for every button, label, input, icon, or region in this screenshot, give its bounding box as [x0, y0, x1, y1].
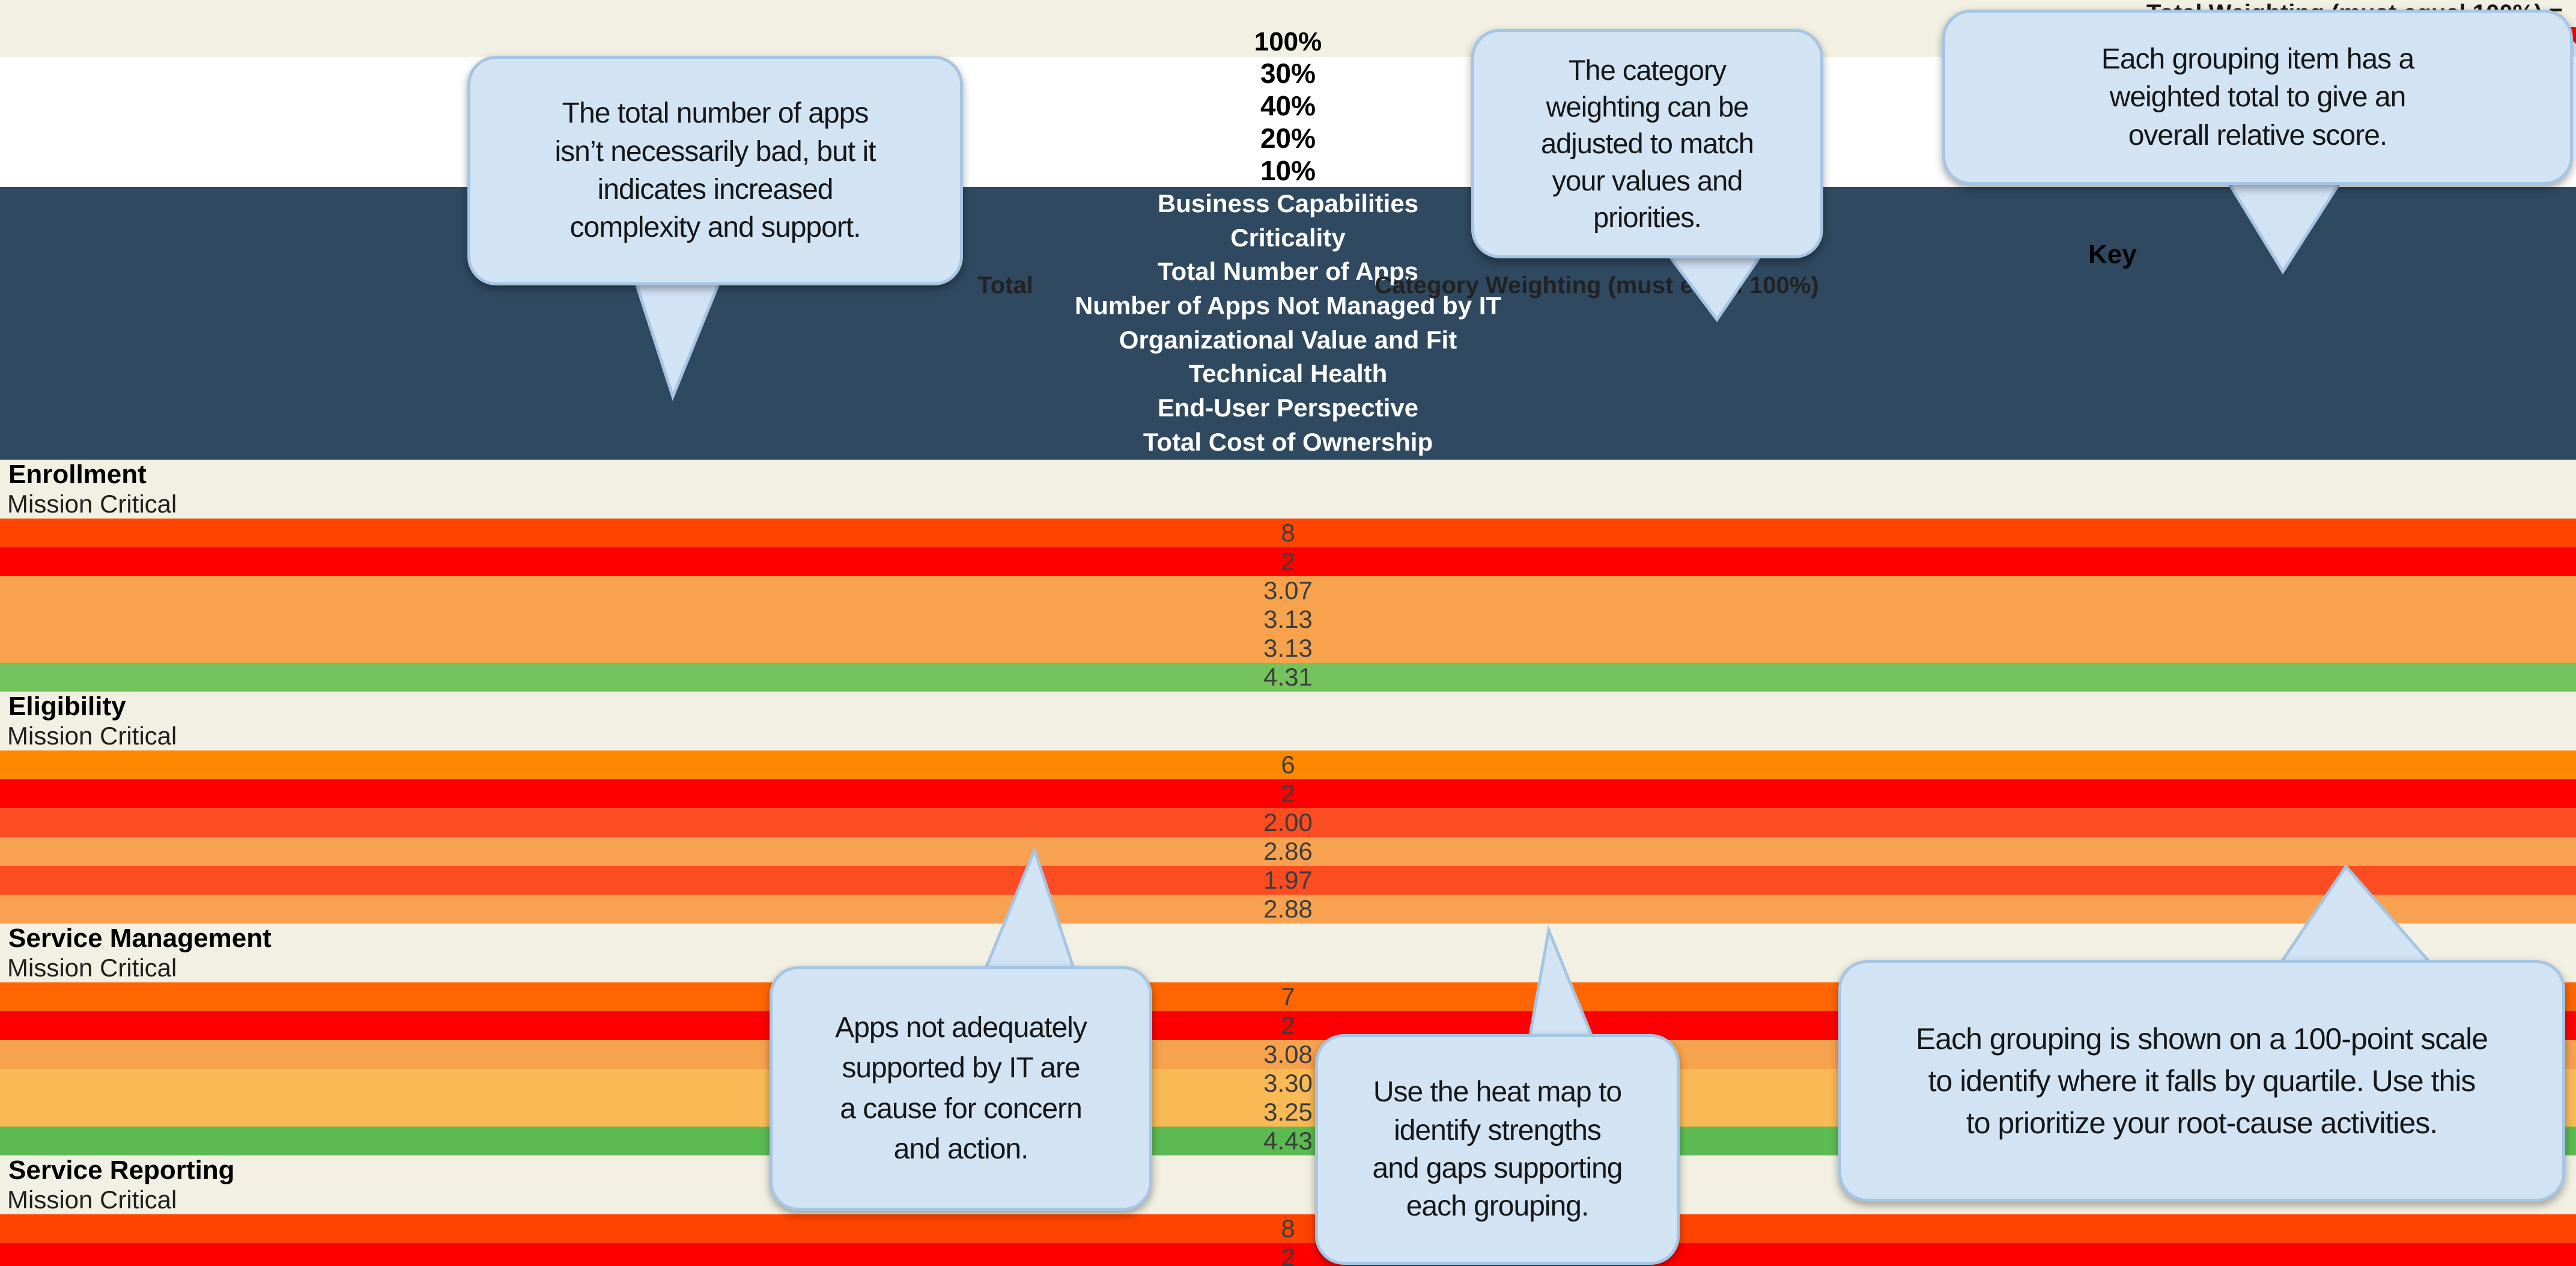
header-end-user-perspective: End-User Perspective: [0, 391, 2576, 425]
callout-line: indicates increased: [597, 174, 834, 205]
callout-line: to identify where it falls by quartile. …: [1928, 1064, 2476, 1098]
callout-line: a cause for concern: [840, 1092, 1083, 1125]
cell-criticality[interactable]: Mission Critical: [0, 489, 2576, 519]
callout-heat-map: Use the heat map to identify strengths a…: [1315, 1034, 1680, 1265]
callout-line: Apps not adequately: [835, 1012, 1087, 1044]
header-total-cost-ownership: Total Cost of Ownership: [0, 425, 2576, 460]
callout-apps-not-supported: Apps not adequately supported by IT are …: [770, 966, 1152, 1211]
cell-technical-health-score[interactable]: 3.13: [0, 604, 2576, 634]
callout-line: to prioritize your root-cause activities…: [1966, 1106, 2438, 1140]
header-business-capabilities: Business Capabilities: [0, 187, 2576, 221]
callout-line: each grouping.: [1406, 1190, 1590, 1223]
cell-org-value-score[interactable]: 3.07: [0, 576, 2576, 605]
callout-line: and action.: [893, 1133, 1029, 1165]
cell-capability-name[interactable]: Service Management: [0, 923, 2576, 954]
cell-total-apps[interactable]: 8: [0, 1214, 2576, 1243]
cell-total-apps[interactable]: 8: [0, 518, 2576, 547]
callout-line: priorities.: [1593, 201, 1702, 233]
cell-capability-name[interactable]: Enrollment: [0, 459, 2576, 490]
callout-weighted-total: Each grouping item has a weighted total …: [1942, 10, 2573, 185]
cell-end-user-score[interactable]: 1.97: [0, 865, 2576, 895]
header-technical-health: Technical Health: [0, 357, 2576, 392]
callout-line: and gaps supporting: [1372, 1152, 1623, 1184]
cell-org-value-score[interactable]: 2.00: [0, 808, 2576, 837]
callout-quartile-scale: Each grouping is shown on a 100-point sc…: [1838, 960, 2565, 1202]
callout-line: identify strengths: [1394, 1114, 1602, 1146]
callout-line: adjusted to match: [1541, 127, 1754, 160]
total-column-label: Total: [977, 272, 1033, 299]
callout-line: Use the heat map to: [1373, 1076, 1622, 1109]
cell-total-apps[interactable]: 6: [0, 750, 2576, 779]
callout-category-weighting: The category weighting can be adjusted t…: [1471, 29, 1823, 258]
callout-total-apps: The total number of apps isn’t necessari…: [467, 56, 963, 285]
callout-line: complexity and support.: [570, 212, 861, 244]
callout-line: overall relative score.: [2128, 119, 2388, 151]
cell-capability-name[interactable]: Eligibility: [0, 691, 2576, 722]
cell-apps-not-managed[interactable]: 2: [0, 1243, 2576, 1266]
header-criticality: Criticality: [0, 221, 2576, 255]
callout-line: weighted total to give an: [2109, 81, 2407, 114]
key-title: Key: [2088, 240, 2137, 269]
callout-line: supported by IT are: [842, 1052, 1080, 1085]
header-total-apps: Total Number of Apps: [0, 255, 2576, 290]
cell-apps-not-managed[interactable]: 2: [0, 547, 2576, 576]
cell-criticality[interactable]: Mission Critical: [0, 721, 2576, 750]
cell-end-user-score[interactable]: 3.13: [0, 633, 2576, 663]
callout-line: The category: [1568, 54, 1727, 87]
callout-line: Each grouping is shown on a 100-point sc…: [1915, 1022, 2488, 1056]
cell-tco-score[interactable]: 2.88: [0, 894, 2576, 924]
header-apps-not-managed: Number of Apps Not Managed by IT: [0, 289, 2576, 323]
category-weighting-label: Category Weighting (must equal 100%): [1375, 272, 1819, 299]
cell-tco-score[interactable]: 4.31: [0, 662, 2576, 692]
callout-line: your values and: [1552, 164, 1743, 196]
callout-line: weighting can be: [1546, 91, 1749, 123]
callout-line: Each grouping item has a: [2101, 43, 2414, 75]
header-org-value-fit: Organizational Value and Fit: [0, 323, 2576, 358]
callout-line: isn’t necessarily bad, but it: [554, 135, 876, 168]
callout-line: The total number of apps: [562, 97, 869, 130]
cell-apps-not-managed[interactable]: 2: [0, 779, 2576, 808]
cell-technical-health-score[interactable]: 2.86: [0, 836, 2576, 866]
